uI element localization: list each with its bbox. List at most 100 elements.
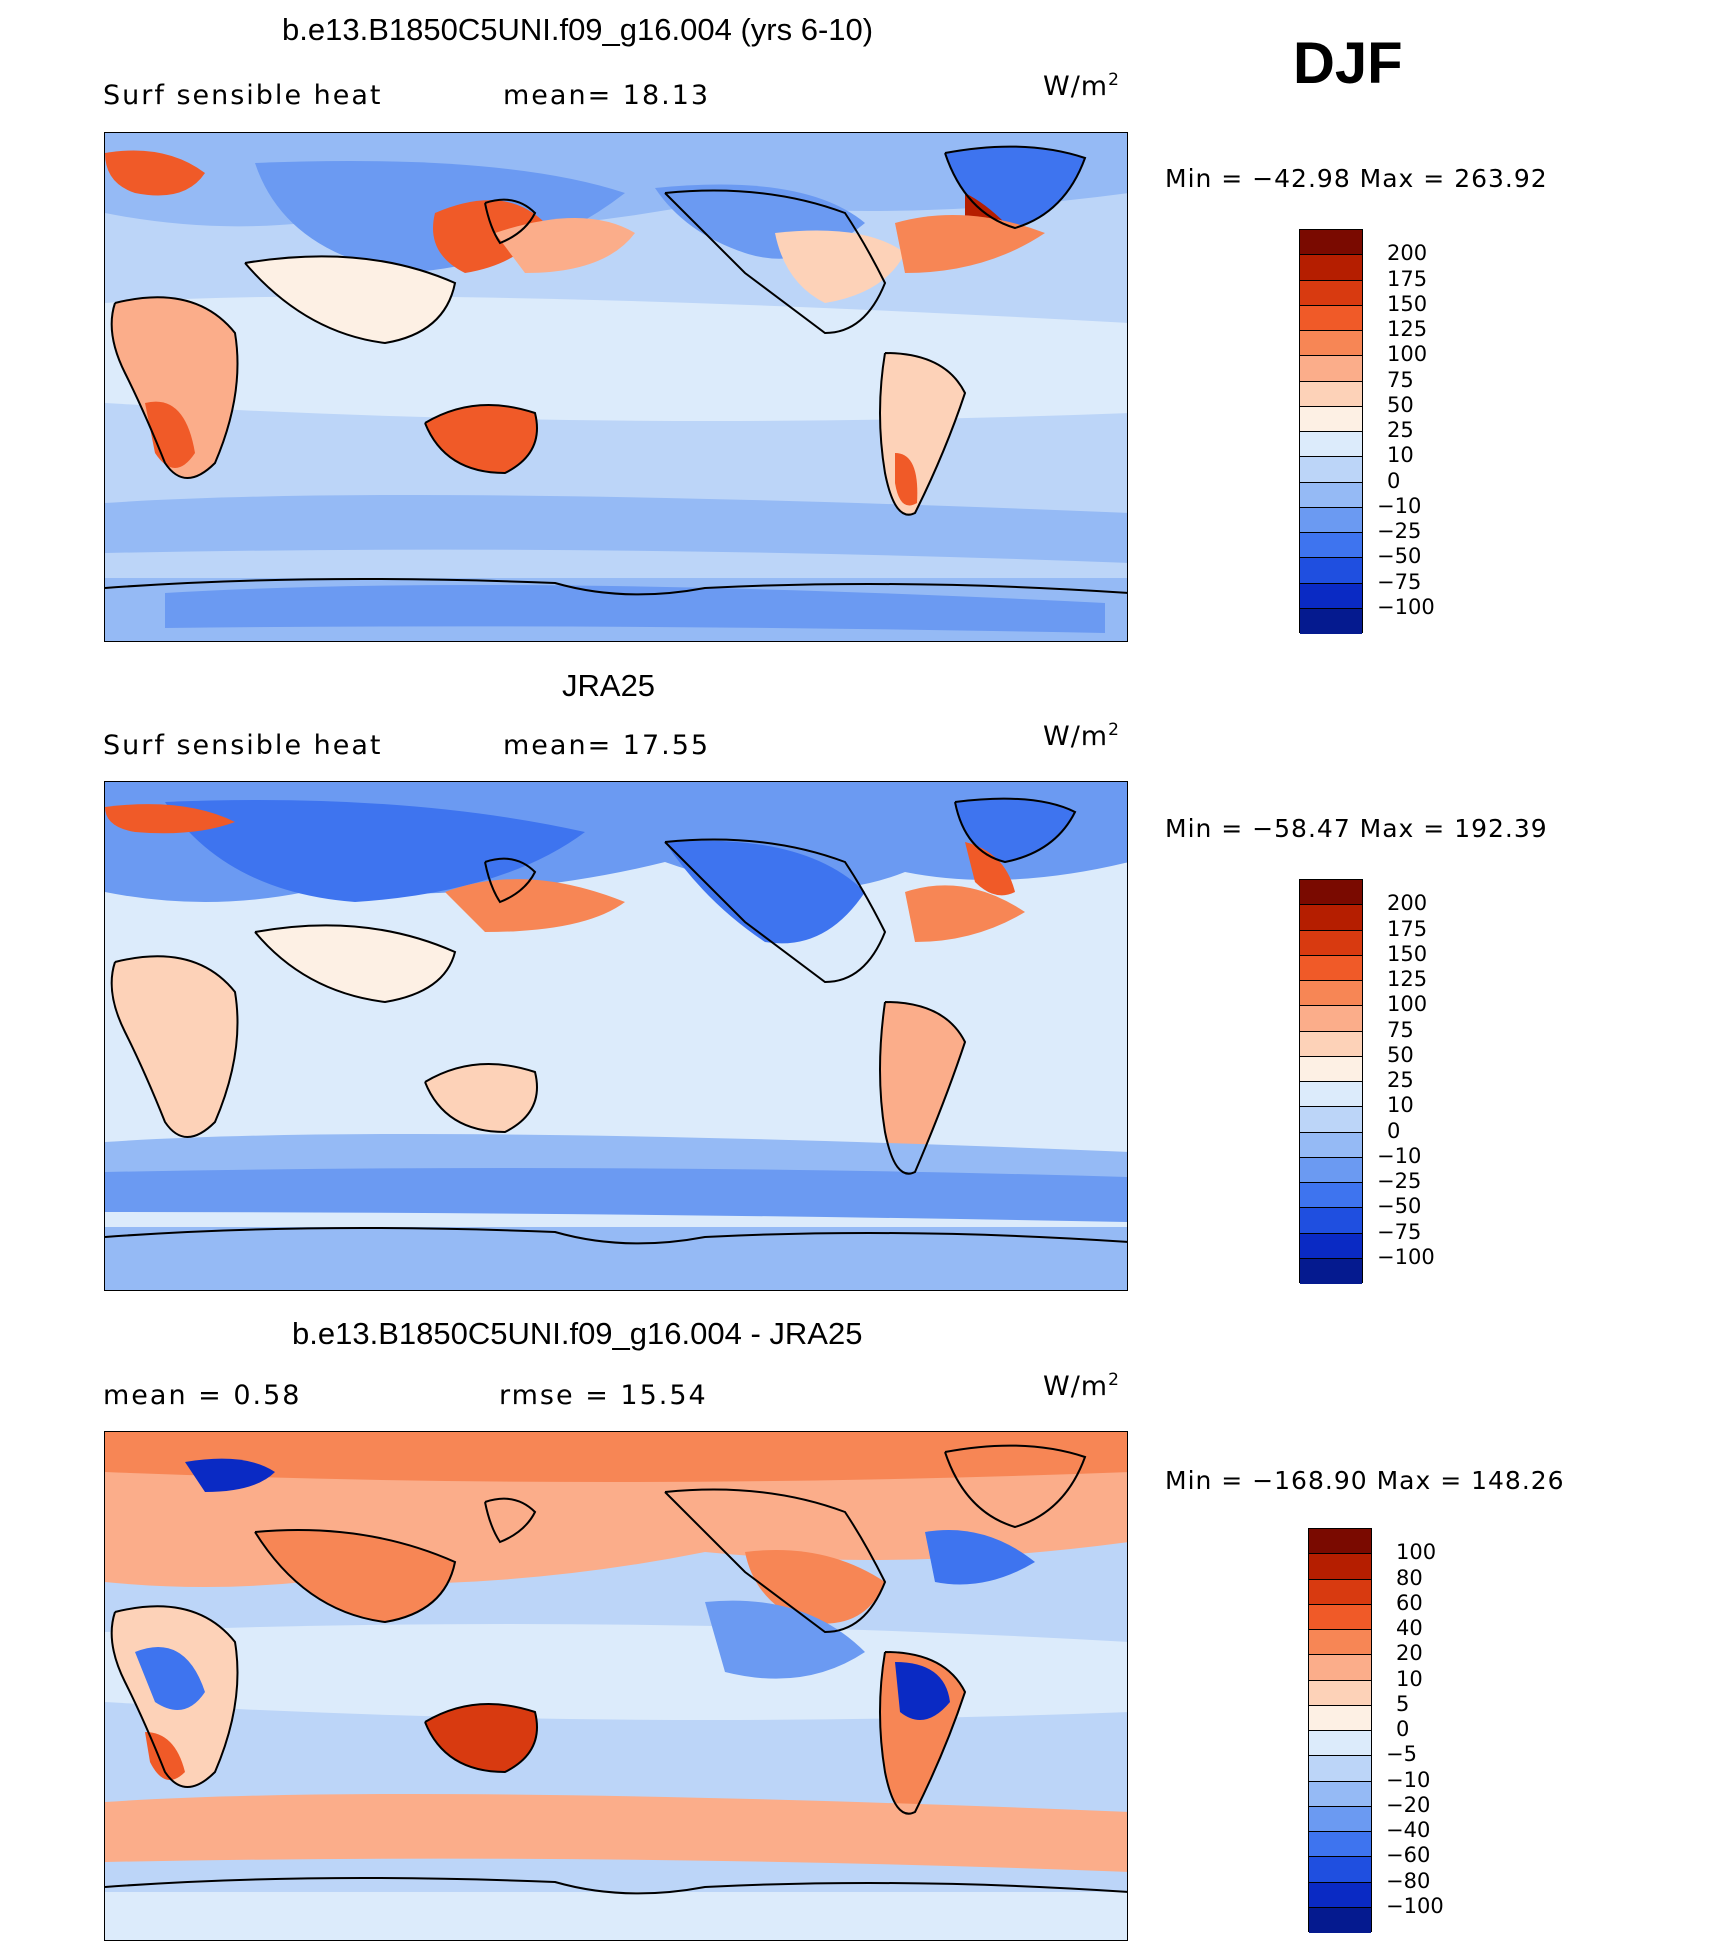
colorbar-swatch <box>1300 1157 1362 1183</box>
colorbar-swatch <box>1300 457 1362 483</box>
colorbar-tick-label: −100 <box>1377 594 1435 619</box>
colorbar-tick-label: 20 <box>1396 1641 1423 1666</box>
colorbar-swatch <box>1300 558 1362 584</box>
colorbar-tick-label: 200 <box>1387 241 1428 266</box>
colorbar-tick-label: 10 <box>1396 1666 1423 1691</box>
panel-1-units: W/m2 <box>1043 70 1120 102</box>
panel-3-units: W/m2 <box>1043 1370 1120 1402</box>
colorbar-swatch <box>1309 1630 1371 1656</box>
panel-2-variable: Surf sensible heat <box>103 730 383 761</box>
colorbar-swatch <box>1309 1579 1371 1605</box>
panel-3-mean: mean = 0.58 <box>103 1380 302 1411</box>
colorbar-swatch <box>1300 1031 1362 1057</box>
colorbar-tick-label: 0 <box>1387 1118 1401 1143</box>
colorbar-tick-label: −10 <box>1377 1143 1422 1168</box>
panel-1-mean: mean= 18.13 <box>503 80 711 111</box>
panel-3-rmse: rmse = 15.54 <box>499 1380 708 1411</box>
colorbar-tick-label: 100 <box>1396 1540 1437 1565</box>
colorbar-tick-label: 150 <box>1387 291 1428 316</box>
colorbar-swatch <box>1300 1208 1362 1234</box>
panel-2-map <box>104 781 1128 1291</box>
panel-1-minmax: Min = −42.98 Max = 263.92 <box>1165 164 1548 193</box>
colorbar-tick-label: 40 <box>1396 1616 1423 1640</box>
colorbar-swatch <box>1309 1806 1371 1832</box>
panel-3-title: b.e13.B1850C5UNI.f09_g16.004 - JRA25 <box>292 1316 863 1351</box>
panel-2-mean: mean= 17.55 <box>503 730 711 761</box>
colorbar-tick-label: 5 <box>1396 1691 1410 1716</box>
colorbar-swatch <box>1300 1082 1362 1108</box>
colorbar-swatch <box>1309 1756 1371 1782</box>
colorbar-tick-label: 50 <box>1387 392 1414 417</box>
colorbar-swatch <box>1300 255 1362 281</box>
colorbar-tick-label: 100 <box>1387 992 1428 1017</box>
colorbar-swatch <box>1300 482 1362 508</box>
colorbar-swatch <box>1300 1107 1362 1133</box>
panel-1-title: b.e13.B1850C5UNI.f09_g16.004 (yrs 6-10) <box>282 12 874 47</box>
panel-2-units: W/m2 <box>1043 720 1120 752</box>
colorbar-tick-label: 60 <box>1396 1590 1423 1615</box>
colorbar-swatch <box>1309 1832 1371 1858</box>
colorbar-swatch <box>1300 305 1362 331</box>
colorbar-tick-label: 0 <box>1396 1717 1410 1741</box>
panel-1-variable: Surf sensible heat <box>103 80 383 111</box>
colorbar-tick-label: −100 <box>1377 1244 1435 1269</box>
colorbar-swatch <box>1300 230 1362 256</box>
colorbar-tick-label: 175 <box>1387 916 1428 941</box>
colorbar-swatch <box>1309 1604 1371 1630</box>
colorbar-tick-label: 50 <box>1387 1042 1414 1067</box>
colorbar-tick-label: −75 <box>1377 569 1422 594</box>
colorbar-tick-label: 75 <box>1387 367 1414 392</box>
colorbar-swatch <box>1309 1554 1371 1580</box>
colorbar-swatch <box>1300 1006 1362 1032</box>
colorbar-tick-label: 100 <box>1387 342 1428 367</box>
colorbar-tick-label: −5 <box>1386 1742 1417 1767</box>
colorbar-swatch <box>1309 1705 1371 1731</box>
colorbar-tick-label: 200 <box>1387 891 1428 916</box>
colorbar-swatch <box>1300 930 1362 956</box>
colorbar-swatch <box>1300 507 1362 533</box>
colorbar-swatch <box>1300 356 1362 382</box>
panel-1-map <box>104 132 1128 642</box>
colorbar-tick-label: −50 <box>1377 1194 1422 1219</box>
colorbar-swatch <box>1309 1655 1371 1681</box>
colorbar-tick-label: −40 <box>1386 1818 1431 1842</box>
panel-2-title: JRA25 <box>562 668 656 703</box>
season-label: DJF <box>1293 31 1403 96</box>
colorbar-swatch <box>1309 1781 1371 1807</box>
colorbar-tick-label: 25 <box>1387 418 1414 442</box>
colorbar-tick-label: −50 <box>1377 544 1422 569</box>
colorbar-tick-label: −20 <box>1386 1792 1431 1817</box>
colorbar-swatch <box>1300 1233 1362 1259</box>
colorbar-swatch <box>1300 583 1362 609</box>
colorbar-tick-label: 80 <box>1396 1565 1423 1590</box>
colorbar-swatch <box>1300 981 1362 1007</box>
colorbar-swatch <box>1300 1056 1362 1082</box>
colorbar-tick-label: −25 <box>1377 519 1422 543</box>
colorbar-swatch <box>1309 1882 1371 1908</box>
colorbar-swatch <box>1300 1258 1362 1284</box>
colorbar-swatch <box>1300 608 1362 634</box>
colorbar-swatch <box>1300 955 1362 981</box>
colorbar-tick-label: 125 <box>1387 317 1428 341</box>
colorbar-swatch <box>1309 1529 1371 1555</box>
colorbar-tick-label: 75 <box>1387 1017 1414 1042</box>
colorbar-tick-label: −10 <box>1377 493 1422 518</box>
colorbar-tick-label: 0 <box>1387 468 1401 493</box>
colorbar-tick-label: −75 <box>1377 1219 1422 1244</box>
colorbar-tick-label: 125 <box>1387 967 1428 991</box>
colorbar-swatch <box>1300 880 1362 906</box>
colorbar-tick-label: −25 <box>1377 1169 1422 1193</box>
colorbar-tick-label: −60 <box>1386 1843 1431 1868</box>
colorbar-tick-label: −80 <box>1386 1868 1431 1893</box>
colorbar-tick-label: 150 <box>1387 941 1428 966</box>
colorbar-tick-label: 10 <box>1387 443 1414 468</box>
panel-3-minmax: Min = −168.90 Max = 148.26 <box>1165 1466 1565 1495</box>
colorbar-tick-label: 25 <box>1387 1068 1414 1092</box>
colorbar-swatch <box>1300 331 1362 357</box>
colorbar-swatch <box>1309 1857 1371 1883</box>
colorbar-tick-label: 10 <box>1387 1093 1414 1118</box>
colorbar-tick-label: −100 <box>1386 1893 1444 1918</box>
colorbar-tick-label: −10 <box>1386 1767 1431 1792</box>
panel-2-minmax: Min = −58.47 Max = 192.39 <box>1165 814 1548 843</box>
colorbar-swatch <box>1309 1731 1371 1757</box>
